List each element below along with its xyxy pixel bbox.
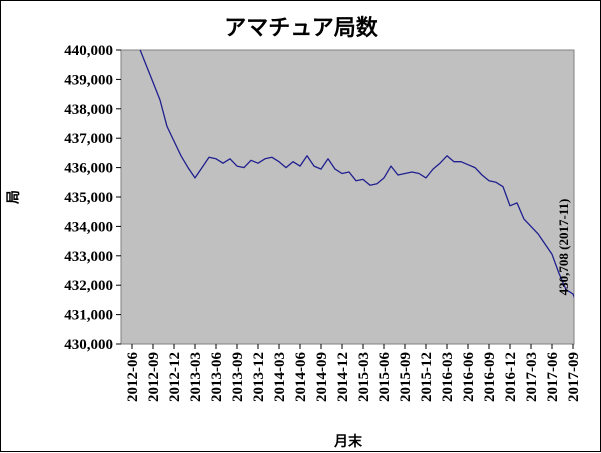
y-tick-label: 435,000: [64, 190, 113, 206]
y-axis: 430,000 431,000 432,000 433,000 434,000 435,0…: [64, 43, 121, 353]
x-tick-label: 2013-09: [230, 352, 246, 402]
plot-area: [120, 49, 575, 345]
y-tick-label: 436,000: [64, 161, 113, 177]
x-tick-label: 2016-06: [461, 352, 477, 402]
x-tick-label: 2017-03: [524, 352, 540, 402]
x-axis-label: 月末: [333, 433, 363, 450]
x-tick-label: 2012-06: [125, 352, 141, 402]
x-tick-label: 2017-06: [545, 352, 561, 402]
x-tick-label: 2014-12: [335, 352, 351, 402]
y-tick-label: 433,000: [64, 249, 113, 265]
x-tick-label: 2015-03: [356, 352, 372, 402]
series-group: [139, 50, 574, 299]
x-tick-label: 2015-09: [398, 352, 414, 402]
x-tick-label: 2015-12: [419, 352, 435, 402]
x-tick-label: 2012-12: [167, 352, 183, 402]
x-tick-label: 2016-09: [482, 352, 498, 402]
x-tick-label: 2016-03: [440, 352, 456, 402]
y-tick-label: 440,000: [64, 43, 113, 59]
chart-title: アマチュア局数: [224, 15, 379, 41]
last-value-annotation: 430,708 (2017-11): [556, 199, 571, 296]
x-tick-label: 2013-03: [188, 352, 204, 402]
x-tick-label: 2013-12: [251, 352, 267, 402]
x-tick-label: 2014-03: [272, 352, 288, 402]
y-tick-label: 438,000: [64, 102, 113, 118]
y-tick-label: 430,000: [64, 337, 113, 353]
x-tick-label: 2013-06: [209, 352, 225, 402]
x-tick-label: 2017-09: [566, 352, 582, 402]
y-tick-label: 437,000: [64, 131, 113, 147]
x-tick-label: 2014-09: [314, 352, 330, 402]
y-axis-label: 局: [6, 190, 22, 204]
x-tick-label: 2016-12: [503, 352, 519, 402]
x-axis: 2012-06 2012-09 2012-12 2013-03 2013-06 2013-…: [125, 344, 582, 402]
y-tick-label: 432,000: [64, 278, 113, 294]
y-tick-label: 439,000: [64, 72, 113, 88]
x-tick-label: 2014-06: [293, 352, 309, 402]
y-tick-label: 434,000: [64, 219, 113, 235]
x-tick-label: 2012-09: [146, 352, 162, 402]
series-line: [139, 50, 574, 299]
y-tick-label: 431,000: [64, 308, 113, 324]
x-tick-label: 2015-06: [377, 352, 393, 402]
